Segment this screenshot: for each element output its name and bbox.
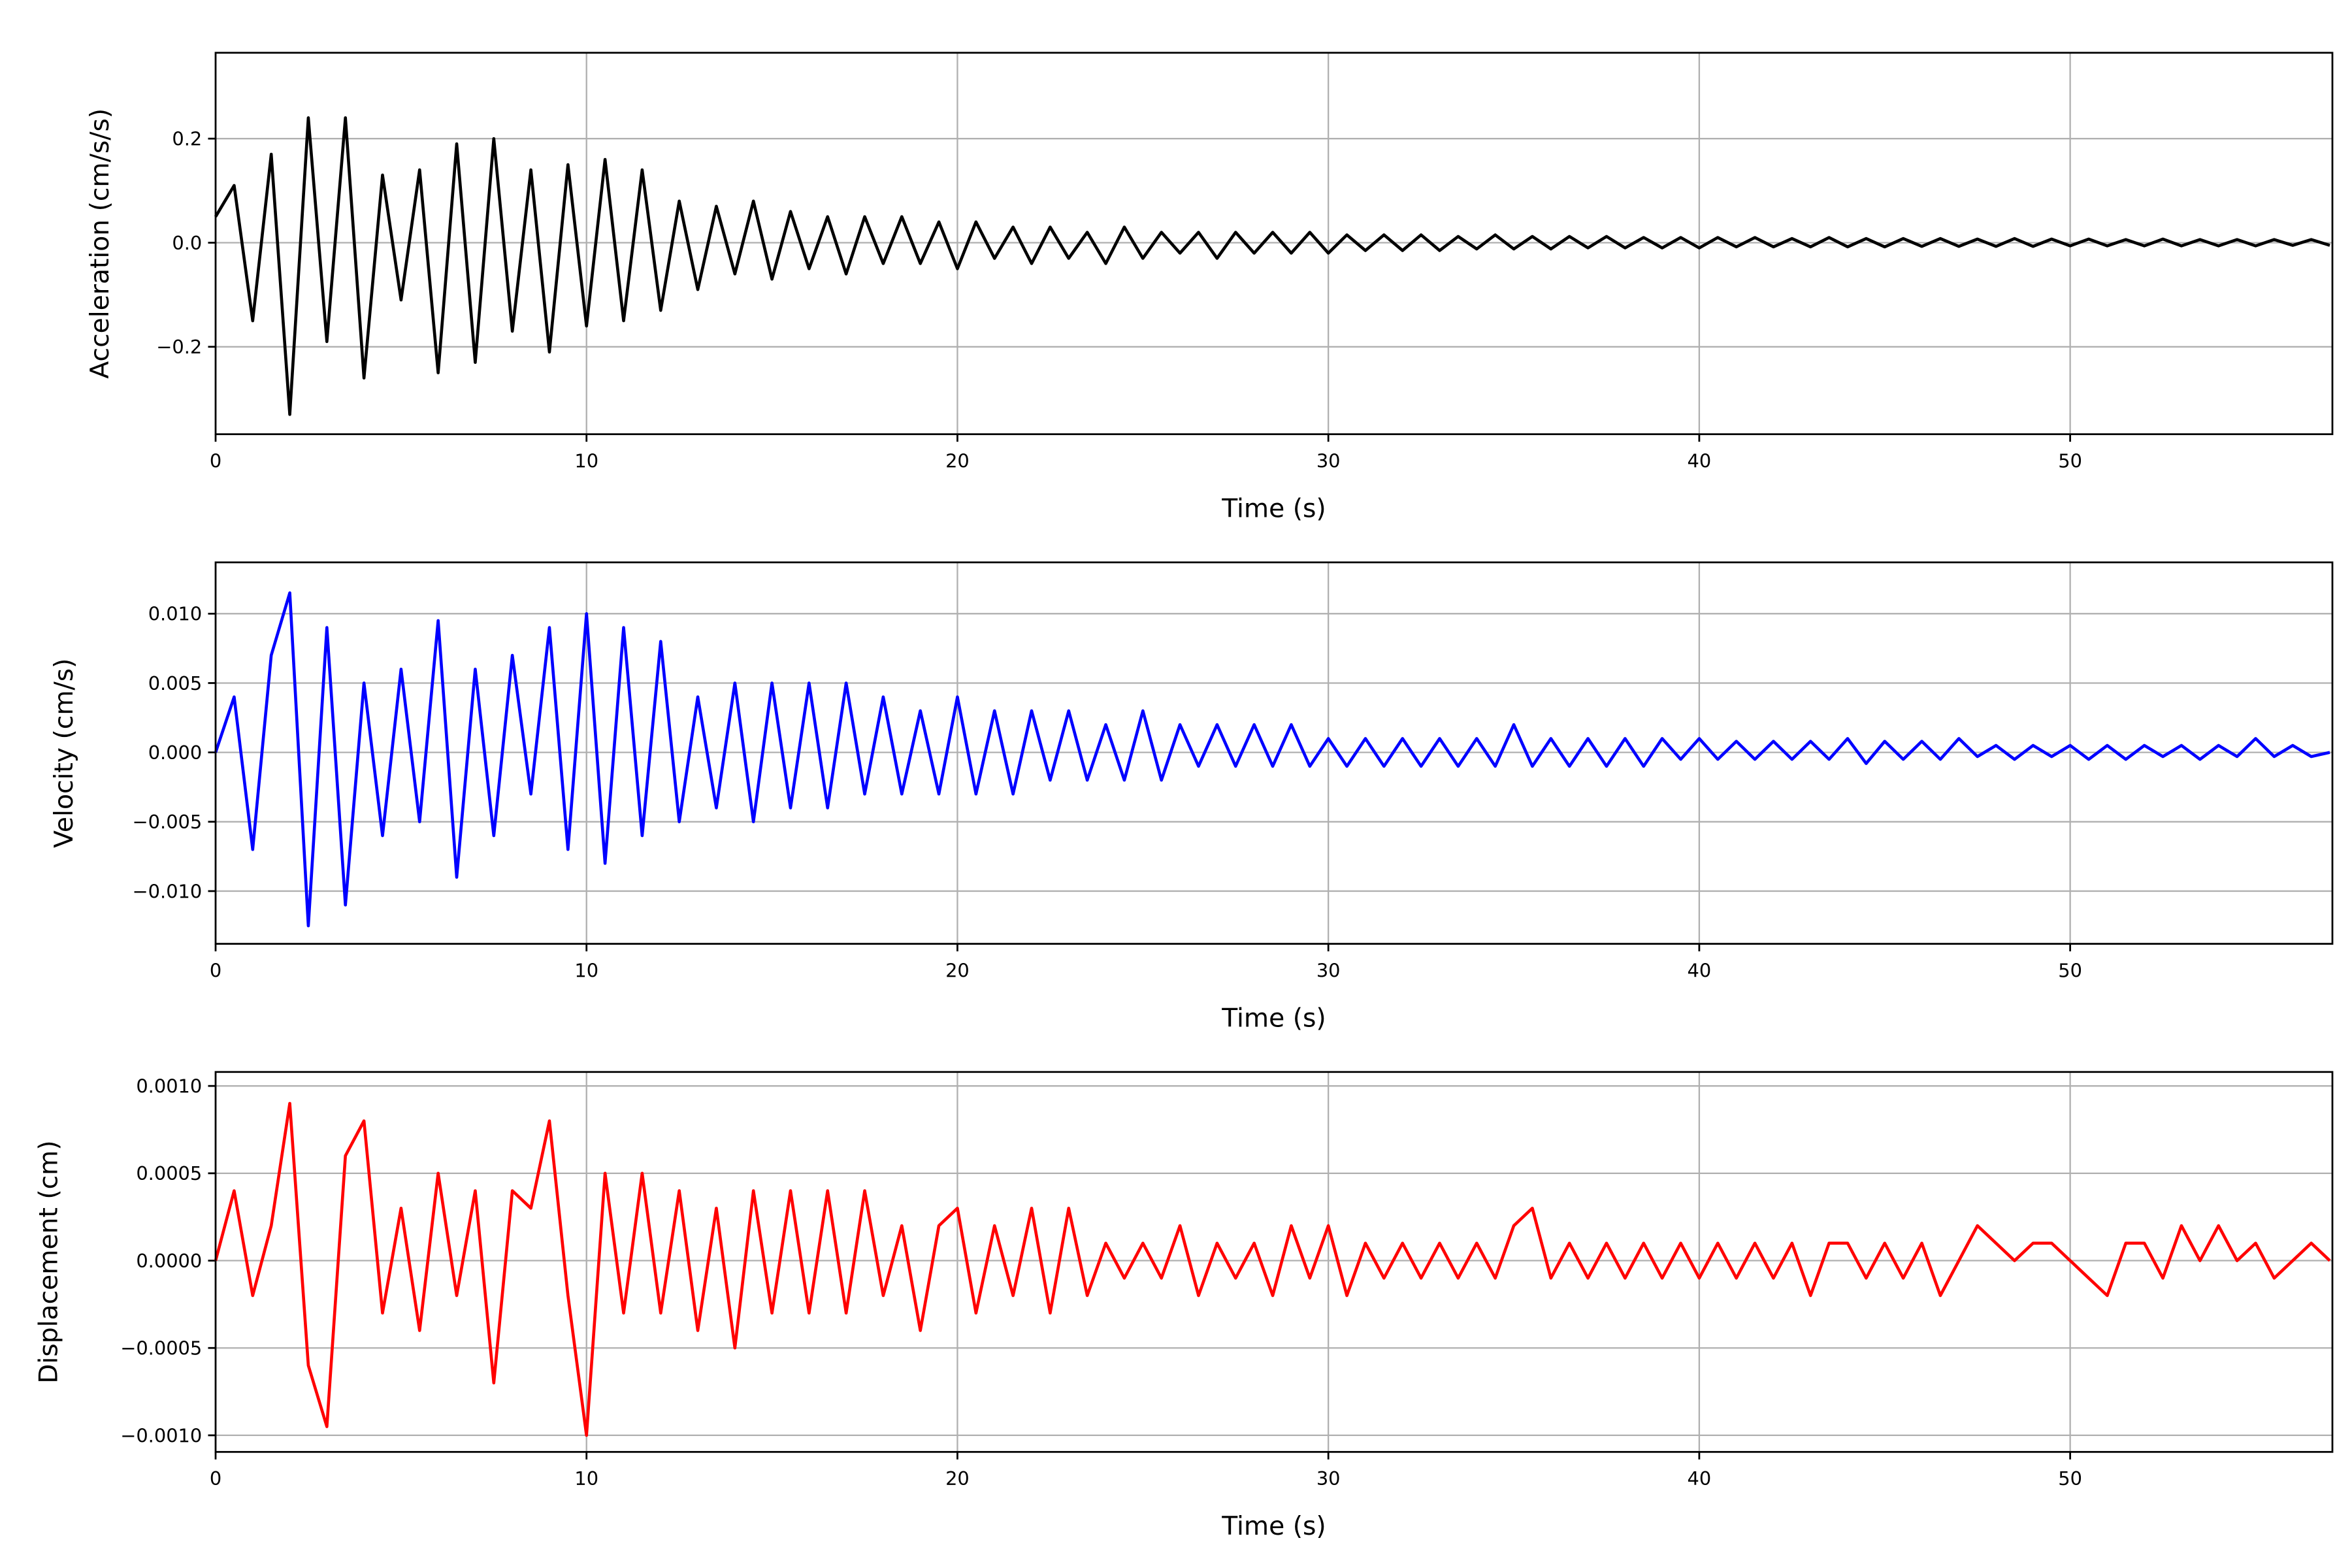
x-tick-label: 0 — [210, 449, 221, 472]
x-tick-label: 20 — [945, 959, 970, 981]
y-tick-label: −0.0005 — [120, 1337, 202, 1360]
x-tick-label: 40 — [1688, 959, 1712, 981]
y-tick-label: 0.000 — [148, 742, 203, 764]
displacement-axes: 0 10 20 30 40 50 −0.0010 −0.0005 0.0000 0.0005 0.0… — [35, 1071, 2334, 1541]
x-tick-label: 10 — [574, 449, 598, 472]
displacement-plot-frame — [214, 1071, 2334, 1453]
x-tick-label: 50 — [2058, 1467, 2082, 1490]
x-tick-label: 20 — [945, 1467, 970, 1490]
x-tick-label: 20 — [945, 449, 970, 472]
y-axis-label: Acceleration (cm/s/s) — [86, 108, 115, 379]
x-tick-label: 0 — [210, 1467, 221, 1490]
y-tick-label: −0.010 — [133, 880, 203, 902]
y-tick-label: 0.2 — [172, 128, 202, 150]
x-tick-label: 30 — [1316, 959, 1341, 981]
x-axis-label: Time (s) — [1221, 1512, 1326, 1541]
x-tick-label: 30 — [1316, 449, 1341, 472]
y-tick-label: −0.2 — [156, 336, 202, 358]
y-axis-label: Displacement (cm) — [35, 1140, 64, 1383]
y-tick-label: −0.0010 — [120, 1424, 202, 1446]
x-axis-label: Time (s) — [1221, 1004, 1326, 1034]
y-tick-label: 0.005 — [148, 672, 203, 694]
x-tick-label: 30 — [1316, 1467, 1341, 1490]
x-tick-label: 50 — [2058, 959, 2082, 981]
y-axis-label: Velocity (cm/s) — [50, 659, 79, 848]
x-axis-label: Time (s) — [1221, 495, 1326, 524]
x-tick-label: 10 — [574, 1467, 598, 1490]
velocity-series-line — [214, 591, 2330, 928]
displacement-series-line — [214, 1102, 2331, 1437]
x-tick-label: 10 — [574, 959, 598, 981]
x-tick-label: 0 — [210, 959, 221, 981]
y-tick-label: 0.0000 — [136, 1250, 202, 1272]
acceleration-plot-frame — [214, 52, 2334, 435]
x-tick-label: 40 — [1688, 449, 1712, 472]
y-tick-label: 0.010 — [148, 603, 203, 625]
x-tick-label: 40 — [1688, 1467, 1712, 1490]
y-tick-label: 0.0 — [172, 232, 202, 254]
y-tick-label: 0.0005 — [136, 1162, 202, 1184]
y-tick-label: 0.0010 — [136, 1075, 202, 1098]
x-tick-label: 50 — [2058, 449, 2082, 472]
acceleration-axes: 0 10 20 30 40 50 −0.2 0.0 0.2 Time (s) Acceleratio… — [86, 52, 2334, 524]
acceleration-series-line — [214, 116, 2330, 416]
velocity-plot-frame — [214, 561, 2334, 945]
y-tick-label: −0.005 — [133, 811, 203, 833]
velocity-axes: 0 10 20 30 40 50 −0.010 −0.005 0.000 0.005 0.010 Ti… — [50, 561, 2334, 1034]
